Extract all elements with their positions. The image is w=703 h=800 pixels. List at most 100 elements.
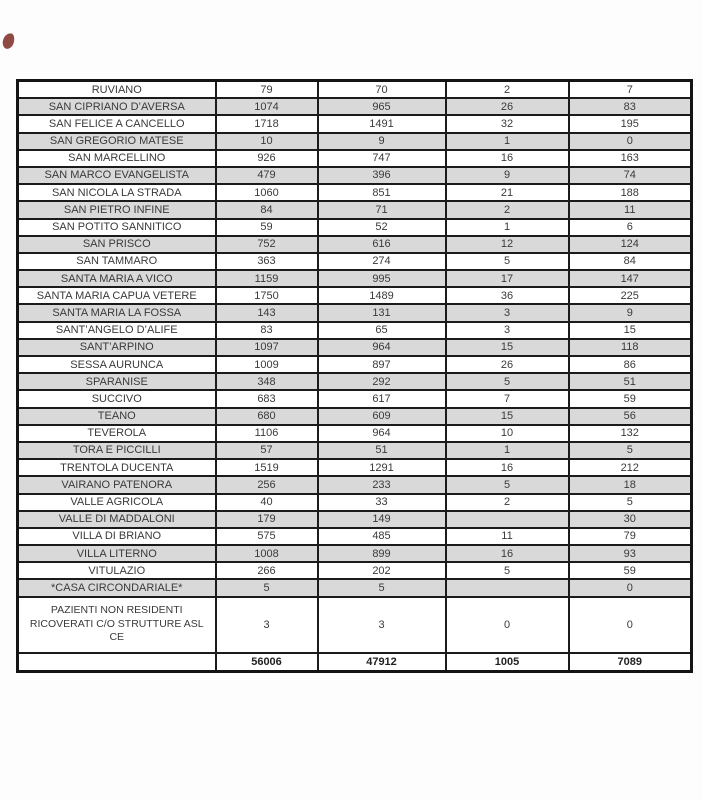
value-cell: 225 (567, 286, 693, 306)
value-cell: 83 (214, 320, 319, 340)
table-row: TEANO 680 609 15 56 (16, 406, 693, 426)
table-row: VITULAZIO 266 202 5 59 (16, 561, 693, 581)
value-cell: 233 (316, 475, 447, 495)
table-row: VAIRANO PATENORA 256 233 5 18 (16, 475, 693, 495)
municipality-name: TRENTOLA DUCENTA (16, 458, 217, 478)
municipality-name: VAIRANO PATENORA (16, 475, 217, 495)
value-cell: 1074 (214, 97, 319, 117)
value-cell: 18 (567, 475, 693, 495)
municipality-name: SAN POTITO SANNITICO (16, 217, 217, 237)
municipality-name: VITULAZIO (16, 561, 217, 581)
municipality-name: *CASA CIRCONDARIALE* (16, 578, 217, 598)
value-cell: 1106 (214, 423, 319, 443)
municipality-table: RUVIANO 79 70 2 7 SAN CIPRIANO D’AVERSA 1074 96… (16, 79, 693, 673)
value-cell: 84 (567, 251, 693, 272)
value-cell (444, 578, 570, 598)
value-cell: 964 (316, 337, 447, 358)
value-cell: 71 (316, 200, 447, 220)
value-cell: 32 (444, 114, 570, 134)
municipality-name: VALLE AGRICOLA (16, 492, 217, 512)
value-cell: 143 (214, 303, 319, 323)
value-cell: 1060 (214, 183, 319, 203)
table-row: RUVIANO 79 70 2 7 (16, 79, 693, 100)
table-row: SANT’ARPINO 1097 964 15 118 (16, 337, 693, 358)
value-cell: 5 (444, 561, 570, 581)
value-cell: 1750 (214, 286, 319, 306)
table-row: SAN POTITO SANNITICO 59 52 1 6 (16, 217, 693, 237)
table-row: SAN GREGORIO MATESE 10 9 1 0 (16, 131, 693, 151)
municipality-name: RUVIANO (16, 79, 217, 100)
value-cell: 74 (567, 165, 693, 186)
value-cell: 965 (316, 97, 447, 117)
value-cell: 59 (567, 389, 693, 409)
value-cell: 131 (316, 303, 447, 323)
total-value-cell: 56006 (214, 651, 319, 673)
value-cell: 2 (444, 200, 570, 220)
table-row: SANT’ANGELO D’ALIFE 83 65 3 15 (16, 320, 693, 340)
value-cell: 6 (567, 217, 693, 237)
value-cell: 485 (316, 526, 447, 547)
table-row: SANTA MARIA CAPUA VETERE 1750 1489 36 225 (16, 286, 693, 306)
value-cell: 212 (567, 458, 693, 478)
value-cell: 9 (316, 131, 447, 151)
value-cell: 1008 (214, 544, 319, 564)
value-cell: 0 (567, 595, 693, 654)
value-cell: 147 (567, 269, 693, 289)
value-cell: 897 (316, 354, 447, 375)
municipality-name: SUCCIVO (16, 389, 217, 409)
municipality-name: SAN CIPRIANO D’AVERSA (16, 97, 217, 117)
value-cell: 70 (316, 79, 447, 100)
value-cell: 1718 (214, 114, 319, 134)
value-cell: 680 (214, 406, 319, 426)
value-cell: 51 (316, 440, 447, 461)
table-row: TRENTOLA DUCENTA 1519 1291 16 212 (16, 458, 693, 478)
value-cell: 747 (316, 148, 447, 168)
municipality-name: SAN FELICE A CANCELLO (16, 114, 217, 134)
value-cell: 12 (444, 234, 570, 254)
value-cell: 1491 (316, 114, 447, 134)
municipality-name: PAZIENTI NON RESIDENTI RICOVERATI C/O ST… (16, 595, 217, 654)
totals-row: 56006 47912 1005 7089 (16, 651, 693, 673)
value-cell: 16 (444, 544, 570, 564)
municipality-name: SANT’ARPINO (16, 337, 217, 358)
value-cell: 1 (444, 131, 570, 151)
value-cell: 188 (567, 183, 693, 203)
value-cell: 16 (444, 458, 570, 478)
municipality-name: SAN GREGORIO MATESE (16, 131, 217, 151)
table-row: SAN FELICE A CANCELLO 1718 1491 32 195 (16, 114, 693, 134)
value-cell: 7 (567, 79, 693, 100)
value-cell: 195 (567, 114, 693, 134)
value-cell: 9 (567, 303, 693, 323)
value-cell: 83 (567, 97, 693, 117)
municipality-name: SPARANISE (16, 372, 217, 392)
value-cell: 59 (214, 217, 319, 237)
value-cell: 65 (316, 320, 447, 340)
value-cell: 36 (444, 286, 570, 306)
value-cell: 57 (214, 440, 319, 461)
table-row: VALLE AGRICOLA 40 33 2 5 (16, 492, 693, 512)
value-cell: 86 (567, 354, 693, 375)
value-cell: 0 (567, 131, 693, 151)
municipality-name: SAN MARCO EVANGELISTA (16, 165, 217, 186)
value-cell: 899 (316, 544, 447, 564)
table-row: PAZIENTI NON RESIDENTI RICOVERATI C/O ST… (16, 595, 693, 654)
value-cell: 616 (316, 234, 447, 254)
value-cell: 59 (567, 561, 693, 581)
value-cell: 15 (444, 337, 570, 358)
value-cell: 132 (567, 423, 693, 443)
table-row: SANTA MARIA LA FOSSA 143 131 3 9 (16, 303, 693, 323)
value-cell: 5 (567, 492, 693, 512)
total-value-cell: 47912 (316, 651, 447, 673)
table-row: SAN CIPRIANO D’AVERSA 1074 965 26 83 (16, 97, 693, 117)
value-cell: 179 (214, 509, 319, 529)
value-cell: 0 (567, 578, 693, 598)
municipality-name: VALLE DI MADDALONI (16, 509, 217, 529)
value-cell: 79 (567, 526, 693, 547)
value-cell: 56 (567, 406, 693, 426)
table-row: SAN PIETRO INFINE 84 71 2 11 (16, 200, 693, 220)
total-value-cell: 7089 (567, 651, 693, 673)
value-cell: 752 (214, 234, 319, 254)
value-cell: 396 (316, 165, 447, 186)
value-cell: 79 (214, 79, 319, 100)
